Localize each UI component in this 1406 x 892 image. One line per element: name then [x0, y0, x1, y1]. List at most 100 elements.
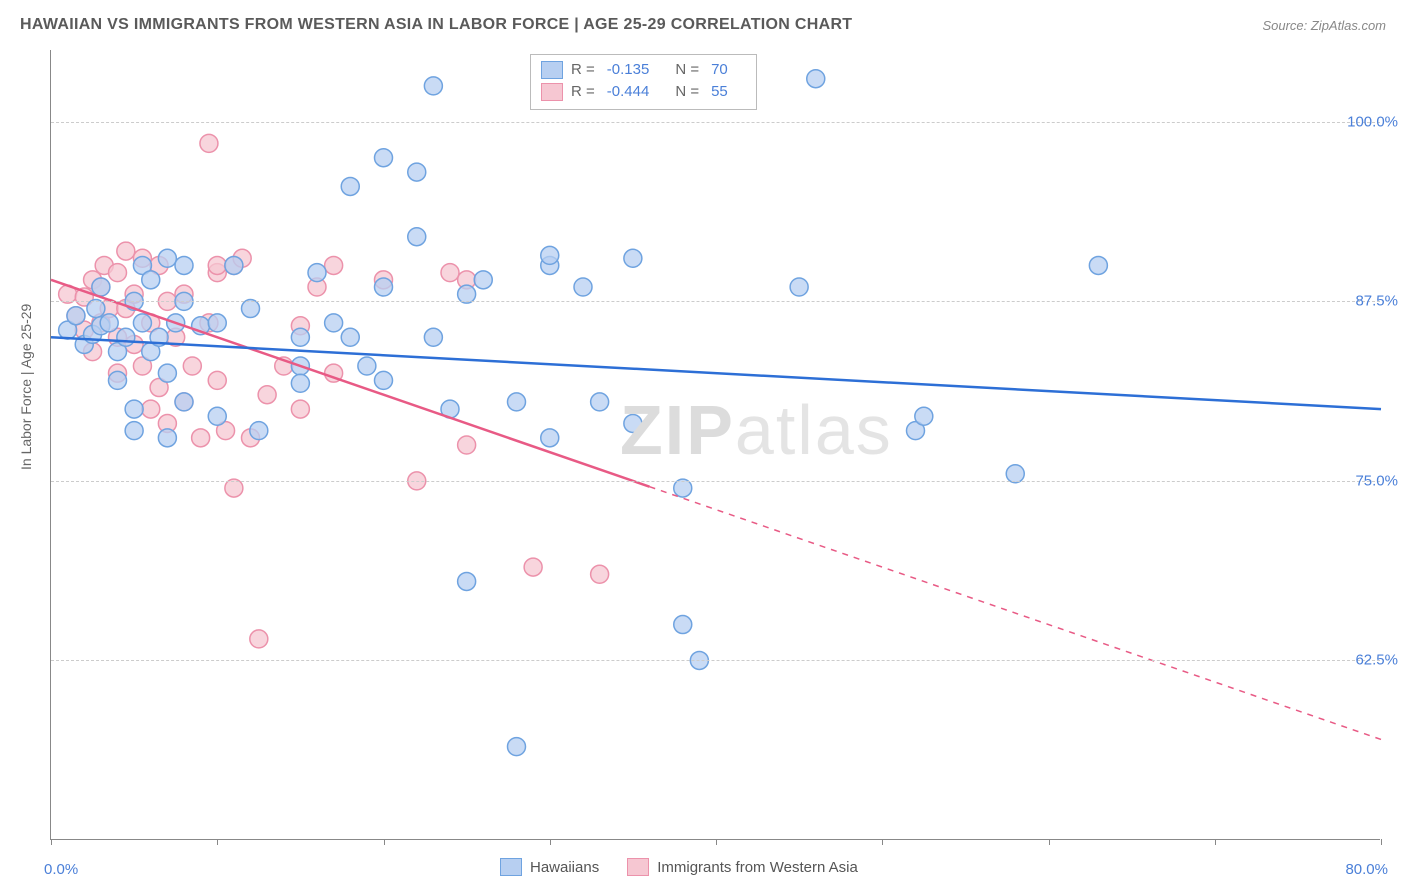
r-value-hawaiians: -0.135 — [607, 59, 650, 81]
grid-line — [51, 481, 1380, 482]
data-point — [591, 393, 609, 411]
data-point — [474, 271, 492, 289]
data-point — [458, 572, 476, 590]
regression-line — [51, 280, 650, 487]
data-point — [291, 400, 309, 418]
data-point — [508, 738, 526, 756]
data-point — [92, 278, 110, 296]
data-point — [375, 371, 393, 389]
data-point — [574, 278, 592, 296]
x-tick — [1215, 839, 1216, 845]
n-value-hawaiians: 70 — [711, 59, 728, 81]
data-point — [250, 422, 268, 440]
y-tick-label: 62.5% — [1355, 652, 1398, 669]
y-tick-label: 75.0% — [1355, 472, 1398, 489]
x-tick — [716, 839, 717, 845]
legend-item-hawaiians: Hawaiians — [500, 858, 599, 876]
n-value-immigrants: 55 — [711, 81, 728, 103]
data-point — [125, 422, 143, 440]
data-point — [325, 314, 343, 332]
x-max-label: 80.0% — [1345, 861, 1388, 878]
legend-row-hawaiians: R = -0.135 N = 70 — [541, 59, 746, 81]
r-label: R = — [571, 81, 595, 103]
swatch-immigrants — [541, 83, 563, 101]
legend-label-immigrants: Immigrants from Western Asia — [657, 859, 858, 876]
data-point — [125, 400, 143, 418]
data-point — [109, 264, 127, 282]
y-axis-label: In Labor Force | Age 25-29 — [18, 304, 34, 470]
data-point — [807, 70, 825, 88]
data-point — [524, 558, 542, 576]
data-point — [325, 256, 343, 274]
y-tick-label: 100.0% — [1347, 113, 1398, 130]
data-point — [624, 414, 642, 432]
y-tick-label: 87.5% — [1355, 293, 1398, 310]
chart-svg — [51, 50, 1380, 839]
data-point — [591, 565, 609, 583]
legend-row-immigrants: R = -0.444 N = 55 — [541, 81, 746, 103]
data-point — [441, 264, 459, 282]
data-point — [117, 242, 135, 260]
x-min-label: 0.0% — [44, 861, 78, 878]
grid-line — [51, 660, 1380, 661]
data-point — [100, 314, 118, 332]
data-point — [117, 328, 135, 346]
chart-title: HAWAIIAN VS IMMIGRANTS FROM WESTERN ASIA… — [20, 16, 852, 34]
data-point — [208, 407, 226, 425]
data-point — [408, 163, 426, 181]
data-point — [375, 149, 393, 167]
data-point — [541, 246, 559, 264]
data-point — [424, 77, 442, 95]
x-tick — [1049, 839, 1050, 845]
data-point — [674, 616, 692, 634]
data-point — [915, 407, 933, 425]
data-point — [458, 436, 476, 454]
data-point — [158, 249, 176, 267]
data-point — [158, 364, 176, 382]
correlation-legend: R = -0.135 N = 70 R = -0.444 N = 55 — [530, 54, 757, 110]
grid-line — [51, 122, 1380, 123]
data-point — [258, 386, 276, 404]
data-point — [291, 328, 309, 346]
data-point — [67, 307, 85, 325]
data-point — [424, 328, 442, 346]
data-point — [1089, 256, 1107, 274]
data-point — [133, 314, 151, 332]
source-attribution: Source: ZipAtlas.com — [1262, 18, 1386, 33]
data-point — [208, 314, 226, 332]
data-point — [291, 374, 309, 392]
data-point — [109, 371, 127, 389]
n-label: N = — [675, 81, 699, 103]
legend-label-hawaiians: Hawaiians — [530, 859, 599, 876]
swatch-hawaiians — [541, 61, 563, 79]
data-point — [541, 429, 559, 447]
data-point — [208, 371, 226, 389]
data-point — [508, 393, 526, 411]
data-point — [158, 429, 176, 447]
data-point — [790, 278, 808, 296]
data-point — [183, 357, 201, 375]
data-point — [250, 630, 268, 648]
x-tick — [882, 839, 883, 845]
x-tick — [51, 839, 52, 845]
data-point — [175, 393, 193, 411]
data-point — [341, 177, 359, 195]
legend-item-immigrants: Immigrants from Western Asia — [627, 858, 858, 876]
chart-plot-area — [50, 50, 1380, 840]
grid-line — [51, 301, 1380, 302]
data-point — [358, 357, 376, 375]
x-tick — [1381, 839, 1382, 845]
data-point — [208, 256, 226, 274]
data-point — [624, 249, 642, 267]
data-point — [225, 256, 243, 274]
n-label: N = — [675, 59, 699, 81]
data-point — [142, 400, 160, 418]
data-point — [142, 271, 160, 289]
data-point — [341, 328, 359, 346]
swatch-hawaiians-bottom — [500, 858, 522, 876]
data-point — [192, 429, 210, 447]
data-point — [175, 256, 193, 274]
swatch-immigrants-bottom — [627, 858, 649, 876]
r-value-immigrants: -0.444 — [607, 81, 650, 103]
x-tick — [217, 839, 218, 845]
